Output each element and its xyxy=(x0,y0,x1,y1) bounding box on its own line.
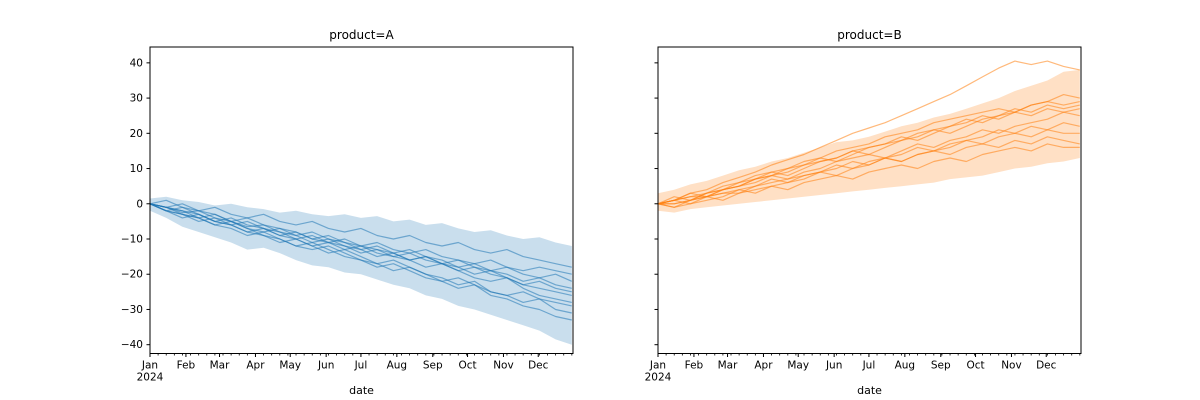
series-line-walk-9 xyxy=(149,203,572,293)
x-tick-year-label: 2024 xyxy=(137,372,164,384)
x-tick-label: Feb xyxy=(177,360,196,372)
y-tick-label: 10 xyxy=(130,163,143,175)
x-axis-label: date xyxy=(857,384,882,397)
x-tick-label: Apr xyxy=(754,360,773,372)
series-line-walk-7 xyxy=(149,203,573,282)
y-tick-label: 0 xyxy=(136,198,143,210)
x-tick-label: Apr xyxy=(246,360,265,372)
y-tick-label: 30 xyxy=(130,93,143,105)
x-tick-label: Jan xyxy=(141,360,158,372)
x-tick-label: Jul xyxy=(862,360,876,372)
x-tick-label: Jun xyxy=(317,360,334,372)
series-line-walk-10 xyxy=(657,136,1080,208)
x-tick-label: Mar xyxy=(210,360,230,372)
x-tick-label: Mar xyxy=(718,360,738,372)
x-tick-label: Dec xyxy=(1036,360,1057,372)
x-tick-label: May xyxy=(787,360,809,372)
y-tick-label: −30 xyxy=(121,304,143,316)
series-line-walk-7 xyxy=(657,93,1080,205)
plot-border xyxy=(149,46,574,354)
series-line-walk-1 xyxy=(657,60,1080,205)
y-tick-label: −20 xyxy=(121,269,143,281)
y-tick-label: 20 xyxy=(130,128,143,140)
series-line-walk-5 xyxy=(149,199,572,268)
y-tick-label: −40 xyxy=(121,339,143,351)
x-tick-label: Jun xyxy=(825,360,842,372)
x-tick-year-label: 2024 xyxy=(645,372,672,384)
x-tick-label: Jan xyxy=(649,360,666,372)
x-axis-label: date xyxy=(349,384,374,397)
plot-border xyxy=(657,46,1082,354)
series-line-walk-10 xyxy=(149,203,572,307)
x-tick-label: May xyxy=(279,360,301,372)
x-tick-label: Feb xyxy=(685,360,704,372)
series-line-walk-9 xyxy=(657,104,1080,205)
series-line-walk-5 xyxy=(657,143,1080,208)
x-tick-label: Dec xyxy=(528,360,549,372)
y-tick-label: 40 xyxy=(130,57,143,69)
envelope-band xyxy=(150,196,572,345)
x-tick-label: Nov xyxy=(493,360,514,372)
x-tick-label: Oct xyxy=(458,360,476,372)
panel-title: product=A xyxy=(329,28,394,42)
x-tick-label: Jul xyxy=(354,360,368,372)
x-tick-label: Sep xyxy=(931,360,951,372)
panel-title: product=B xyxy=(837,28,901,42)
series-line-walk-8 xyxy=(658,129,1080,205)
x-tick-label: Oct xyxy=(966,360,984,372)
x-tick-label: Nov xyxy=(1001,360,1022,372)
x-tick-label: Sep xyxy=(423,360,443,372)
y-tick-label: −10 xyxy=(121,234,143,246)
x-tick-label: Aug xyxy=(387,360,408,372)
x-tick-label: Aug xyxy=(895,360,916,372)
